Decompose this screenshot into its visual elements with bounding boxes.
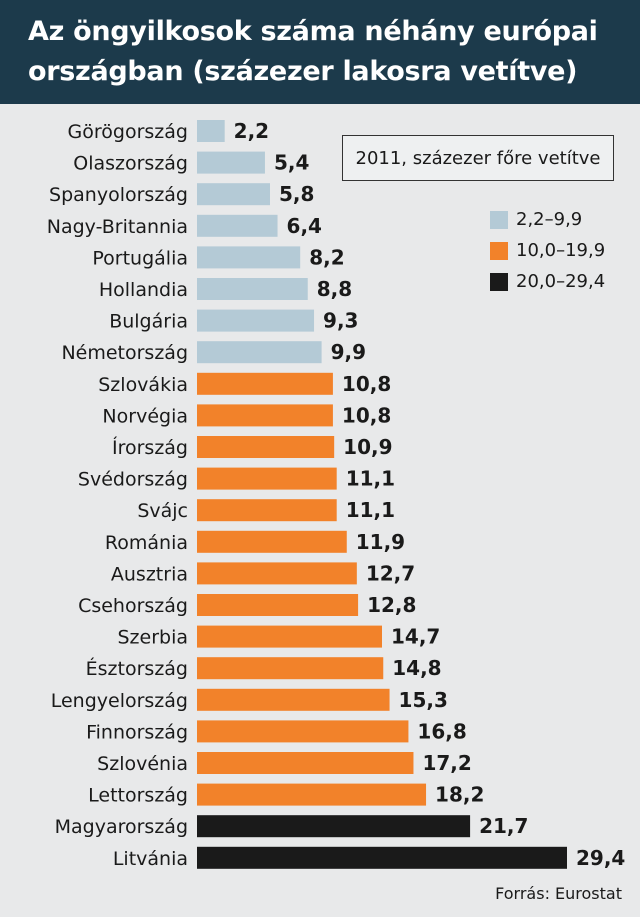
bar <box>197 562 357 585</box>
category-label: Magyarország <box>55 816 188 838</box>
legend-item: 20,0–29,4 <box>490 266 605 297</box>
category-label: Görögország <box>68 121 188 143</box>
source-note: Forrás: Eurostat <box>495 884 622 903</box>
value-label: 14,7 <box>391 625 440 649</box>
value-label: 11,9 <box>356 530 405 554</box>
legend-label: 2,2–9,9 <box>516 209 583 230</box>
value-label: 10,8 <box>342 372 391 396</box>
value-label: 12,7 <box>366 561 415 585</box>
value-label: 15,3 <box>399 688 448 712</box>
bar <box>197 120 225 142</box>
bar <box>197 846 567 869</box>
category-label: Észtország <box>86 657 188 680</box>
category-label: Csehország <box>78 595 188 617</box>
bar <box>197 309 315 332</box>
category-label: Svájc <box>137 500 188 522</box>
value-label: 14,8 <box>392 656 441 680</box>
category-label: Finnország <box>86 721 188 743</box>
category-label: Szlovákia <box>98 374 188 396</box>
bar-chart: Görögország 2,2 Olaszország 5,4 Spanyolorszá… <box>47 119 626 870</box>
value-label: 6,4 <box>287 214 322 238</box>
legend-label: 20,0–29,4 <box>516 271 606 292</box>
category-label: Norvégia <box>102 405 188 427</box>
bar <box>197 815 471 838</box>
category-label: Bulgária <box>109 311 188 333</box>
category-label: Portugália <box>92 247 188 269</box>
value-label: 5,4 <box>274 151 309 175</box>
category-label: Hollandia <box>99 279 188 301</box>
bar <box>197 530 347 553</box>
bar <box>197 404 333 427</box>
legend-swatch <box>490 272 508 291</box>
value-label: 10,9 <box>343 435 392 459</box>
category-label: Németország <box>61 342 188 364</box>
value-label: 11,1 <box>346 498 395 522</box>
legend-label: 10,0–19,9 <box>516 240 606 261</box>
category-label: Szerbia <box>117 627 188 649</box>
category-label: Nagy-Britannia <box>47 216 188 238</box>
category-label: Olaszország <box>73 153 188 175</box>
title-line-1: Az öngyilkosok száma néhány európai <box>28 16 598 47</box>
value-label: 10,8 <box>342 403 391 427</box>
bar <box>197 214 278 237</box>
category-label: Litvánia <box>113 848 188 870</box>
bar <box>197 278 308 300</box>
category-label: Románia <box>105 532 188 554</box>
bar <box>197 372 333 395</box>
bar <box>197 783 427 806</box>
category-label: Ausztria <box>111 563 188 585</box>
value-label: 8,2 <box>309 245 344 269</box>
value-label: 8,8 <box>317 277 352 301</box>
value-label: 29,4 <box>576 846 625 870</box>
bar <box>197 594 359 616</box>
legend-swatch <box>490 210 508 229</box>
bar <box>197 183 270 206</box>
bar <box>197 752 414 774</box>
bar <box>197 341 322 364</box>
title-line-2: országban (százezer lakosra vetítve) <box>28 56 578 87</box>
legend-swatch <box>490 241 508 260</box>
header: Az öngyilkosok száma néhány európai orsz… <box>0 0 640 104</box>
bar <box>197 625 382 648</box>
category-label: Szlovénia <box>97 753 188 775</box>
bar <box>197 151 265 174</box>
bar <box>197 436 335 458</box>
value-label: 5,8 <box>279 182 314 206</box>
category-label: Lettország <box>88 785 188 807</box>
value-label: 2,2 <box>234 119 269 143</box>
bar <box>197 499 337 522</box>
category-label: Svédország <box>78 469 188 491</box>
category-label: Spanyolország <box>49 184 188 206</box>
bar <box>197 246 301 269</box>
value-label: 11,1 <box>346 467 395 491</box>
annotation-box: 2011, százezer főre vetítve <box>342 135 614 181</box>
legend-item: 10,0–19,9 <box>490 235 605 266</box>
bar <box>197 657 384 680</box>
bar <box>197 720 409 743</box>
category-label: Lengyelország <box>51 690 188 712</box>
value-label: 17,2 <box>422 751 471 775</box>
bar <box>197 688 390 711</box>
value-label: 12,8 <box>367 593 416 617</box>
category-label: Írország <box>112 436 188 459</box>
legend-item: 2,2–9,9 <box>490 204 605 235</box>
value-label: 9,3 <box>323 309 358 333</box>
value-label: 16,8 <box>417 719 466 743</box>
value-label: 9,9 <box>331 340 366 364</box>
legend: 2,2–9,9 10,0–19,9 20,0–29,4 <box>490 204 605 297</box>
bar <box>197 467 337 490</box>
value-label: 18,2 <box>435 783 484 807</box>
value-label: 21,7 <box>479 814 528 838</box>
